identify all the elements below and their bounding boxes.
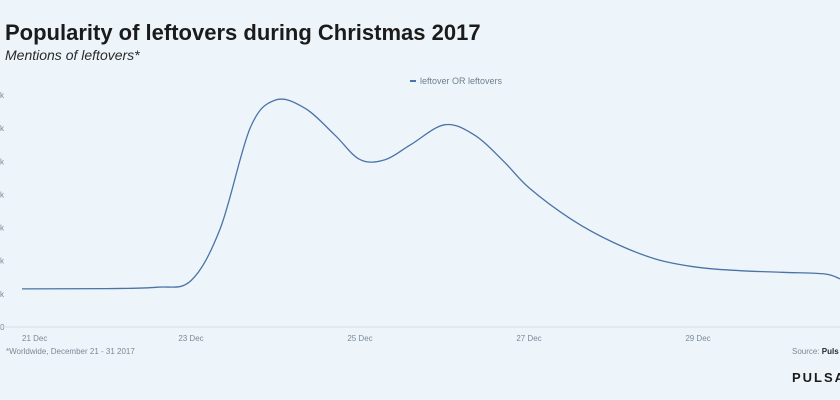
y-tick-label: k (0, 124, 5, 133)
source-prefix: Source: (792, 347, 822, 356)
x-tick-label: 27 Dec (516, 334, 541, 343)
x-tick-label: 21 Dec (22, 334, 47, 343)
y-tick-label: k (0, 157, 5, 166)
x-axis-ticks: 21 Dec 23 Dec 25 Dec 27 Dec 29 Dec (22, 334, 711, 343)
x-tick-label: 25 Dec (347, 334, 372, 343)
legend-label: leftover OR leftovers (420, 76, 503, 86)
x-tick-label: 23 Dec (178, 334, 203, 343)
y-tick-label: k (0, 91, 5, 100)
chart-title: Popularity of leftovers during Christmas… (5, 20, 481, 45)
source-credit: Source: Puls (792, 347, 839, 356)
brand-logo-text: PULSA (792, 370, 840, 385)
chart-subtitle: Mentions of leftovers* (5, 47, 140, 63)
legend[interactable]: leftover OR leftovers (410, 76, 502, 86)
y-tick-label: k (0, 257, 5, 266)
source-name[interactable]: Puls (821, 347, 839, 356)
y-axis-ticks: kkkkkkk0 (0, 91, 5, 332)
x-tick-label: 29 Dec (685, 334, 710, 343)
footnote: *Worldwide, December 21 - 31 2017 (6, 347, 135, 356)
legend-swatch (410, 80, 416, 82)
y-tick-label: k (0, 224, 5, 233)
y-tick-label: k (0, 290, 5, 299)
y-tick-label: k (0, 190, 5, 199)
series-line (21, 98, 840, 290)
